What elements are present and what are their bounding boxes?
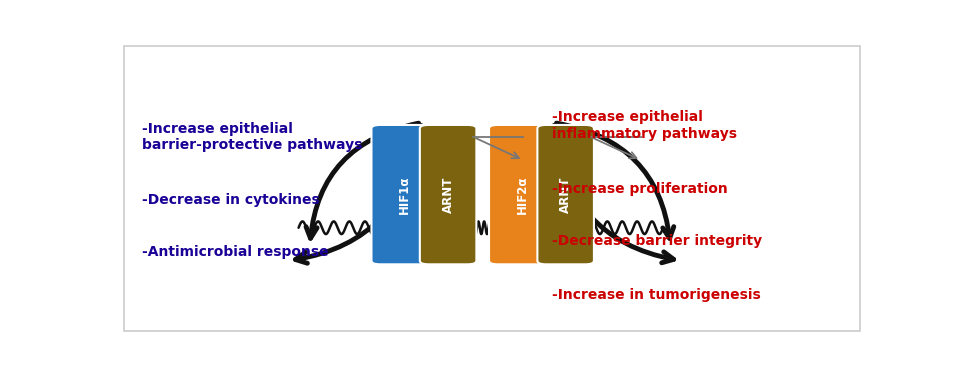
Text: -Increase epithelial
barrier-protective pathways: -Increase epithelial barrier-protective …: [142, 122, 363, 152]
Text: -Increase proliferation: -Increase proliferation: [551, 182, 728, 196]
FancyBboxPatch shape: [372, 125, 438, 264]
Text: HIF2α: HIF2α: [516, 175, 529, 214]
Text: ARNT: ARNT: [442, 177, 455, 213]
FancyBboxPatch shape: [489, 125, 555, 264]
Text: -Antimicrobial response: -Antimicrobial response: [142, 245, 329, 259]
Text: ARNT: ARNT: [559, 177, 572, 213]
Text: -Decrease in cytokines: -Decrease in cytokines: [142, 193, 320, 208]
Text: -Increase in tumorigenesis: -Increase in tumorigenesis: [551, 288, 760, 303]
Text: -Decrease barrier integrity: -Decrease barrier integrity: [551, 234, 761, 248]
FancyBboxPatch shape: [124, 46, 860, 331]
Text: HIF1α: HIF1α: [398, 175, 411, 214]
FancyBboxPatch shape: [538, 125, 594, 264]
FancyBboxPatch shape: [420, 125, 476, 264]
Text: -Increase epithelial
inflammatory pathways: -Increase epithelial inflammatory pathwa…: [551, 110, 736, 141]
